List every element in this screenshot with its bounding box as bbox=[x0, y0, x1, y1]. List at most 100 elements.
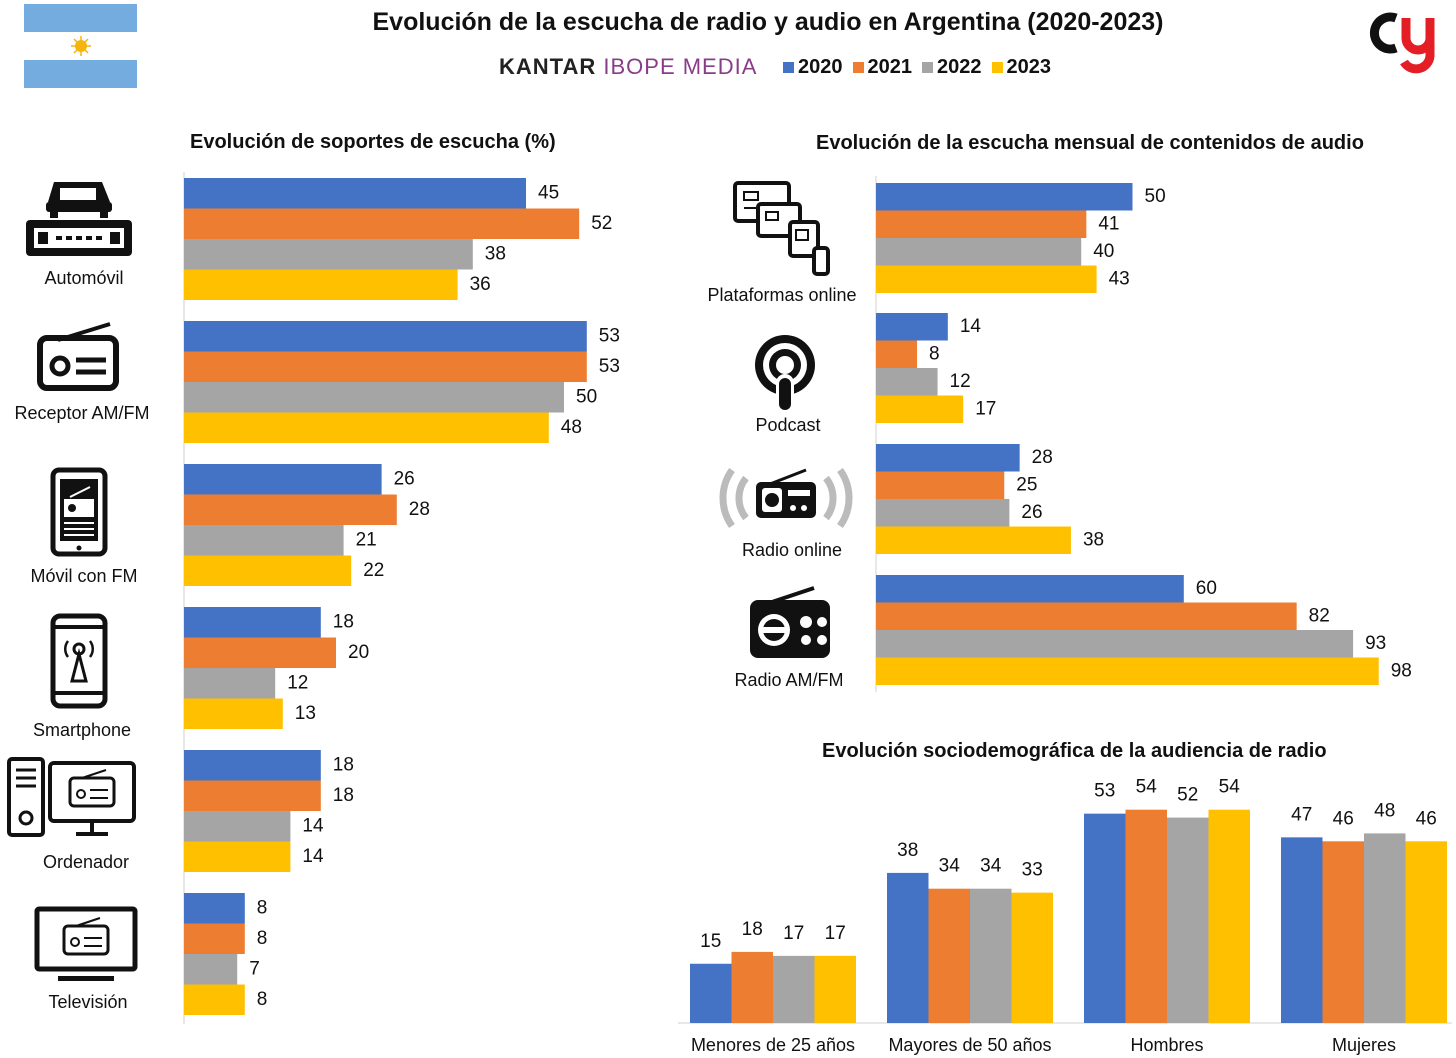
data-label: 93 bbox=[1365, 633, 1386, 654]
data-label: 53 bbox=[599, 325, 620, 346]
data-label: 26 bbox=[394, 468, 415, 489]
bar bbox=[876, 238, 1082, 266]
bar bbox=[184, 321, 587, 352]
data-label: 7 bbox=[249, 958, 260, 979]
data-label: 54 bbox=[1219, 777, 1241, 798]
bar bbox=[1011, 892, 1053, 1023]
computer-radio-icon bbox=[7, 757, 136, 837]
bar bbox=[184, 525, 344, 556]
bar bbox=[184, 269, 458, 300]
bar bbox=[184, 954, 238, 985]
data-label: 43 bbox=[1109, 268, 1130, 289]
data-label: 28 bbox=[1032, 447, 1053, 468]
bar bbox=[184, 178, 526, 209]
bar bbox=[876, 368, 938, 396]
category-label-radio-online: Radio online bbox=[741, 540, 843, 560]
legend-item-2023: 2023 bbox=[991, 56, 1051, 79]
data-label: 52 bbox=[1177, 785, 1198, 806]
bar bbox=[928, 888, 970, 1023]
legend-label: 2022 bbox=[937, 56, 982, 78]
bar bbox=[876, 395, 964, 423]
car-radio-icon bbox=[26, 182, 132, 256]
bar bbox=[814, 955, 856, 1023]
data-label: 46 bbox=[1416, 808, 1437, 829]
kantar-ibope-brand: KANTAR IBOPE MEDIA bbox=[499, 54, 757, 80]
radio-amfm-icon bbox=[750, 586, 830, 658]
data-label: 22 bbox=[363, 560, 384, 581]
data-label: 15 bbox=[700, 931, 721, 952]
bar bbox=[970, 888, 1012, 1023]
data-label: 34 bbox=[980, 856, 1002, 877]
bar bbox=[184, 637, 336, 668]
bar bbox=[876, 265, 1097, 293]
data-label: 20 bbox=[348, 642, 369, 663]
bar bbox=[184, 239, 473, 270]
chart1-title: Evolución de soportes de escucha (%) bbox=[190, 131, 556, 153]
legend-item-2022: 2022 bbox=[922, 56, 982, 79]
data-label: 12 bbox=[950, 371, 971, 392]
data-label: 38 bbox=[1083, 529, 1104, 550]
data-label: 34 bbox=[939, 856, 961, 877]
bar bbox=[1125, 809, 1167, 1023]
bar bbox=[876, 340, 918, 368]
podcast-icon bbox=[755, 335, 815, 410]
bar bbox=[184, 464, 382, 495]
category-label-ordenador: Ordenador bbox=[42, 852, 130, 872]
bar bbox=[876, 444, 1020, 472]
bar bbox=[876, 526, 1071, 554]
category-label-movil: Móvil con FM bbox=[30, 566, 138, 586]
tick-label: Mayores de 50 años bbox=[888, 1035, 1051, 1055]
data-label: 17 bbox=[783, 923, 804, 944]
legend-swatch bbox=[991, 62, 1003, 73]
bar bbox=[876, 602, 1297, 630]
legend: 2020 2021 2022 2023 bbox=[783, 56, 1051, 79]
bar bbox=[876, 313, 948, 341]
bar bbox=[184, 607, 321, 638]
page-title: Evolución de la escucha de radio y audio… bbox=[372, 8, 1164, 36]
smartphone-antenna-icon bbox=[50, 613, 108, 709]
bar bbox=[876, 630, 1354, 658]
bar bbox=[876, 210, 1087, 238]
bar bbox=[1281, 837, 1323, 1023]
data-label: 53 bbox=[1094, 781, 1115, 802]
data-label: 41 bbox=[1098, 213, 1119, 234]
data-label: 25 bbox=[1016, 474, 1037, 495]
bar bbox=[876, 499, 1010, 527]
data-label: 50 bbox=[1145, 186, 1166, 207]
data-label: 98 bbox=[1391, 660, 1412, 681]
bar bbox=[184, 984, 245, 1015]
tick-label: Hombres bbox=[1130, 1035, 1203, 1055]
brand-ibope: IBOPE MEDIA bbox=[603, 54, 758, 79]
category-label-podcast: Podcast bbox=[755, 415, 821, 435]
bar bbox=[876, 657, 1379, 685]
data-label: 13 bbox=[295, 703, 316, 724]
bar bbox=[184, 841, 291, 872]
data-label: 52 bbox=[591, 213, 612, 234]
bar bbox=[773, 955, 815, 1023]
data-label: 18 bbox=[742, 919, 763, 940]
data-label: 82 bbox=[1309, 605, 1330, 626]
chart2-title: Evolución de la escucha mensual de conte… bbox=[816, 132, 1364, 154]
data-label: 8 bbox=[257, 928, 268, 949]
category-label-radio-amfm: Radio AM/FM bbox=[734, 670, 844, 690]
data-label: 54 bbox=[1136, 777, 1158, 798]
bar bbox=[184, 382, 564, 413]
bar bbox=[1167, 817, 1209, 1023]
bar bbox=[876, 575, 1184, 603]
data-label: 50 bbox=[576, 386, 597, 407]
bar bbox=[1405, 841, 1447, 1023]
data-label: 38 bbox=[485, 243, 506, 264]
bar bbox=[184, 494, 397, 525]
tv-radio-icon bbox=[34, 906, 138, 981]
category-label-automovil: Automóvil bbox=[44, 268, 124, 288]
data-label: 21 bbox=[356, 529, 377, 550]
data-label: 48 bbox=[1374, 800, 1395, 821]
tick-label: Menores de 25 años bbox=[691, 1035, 855, 1055]
online-devices-icon bbox=[733, 181, 830, 276]
data-label: 40 bbox=[1093, 241, 1114, 262]
data-label: 14 bbox=[302, 846, 324, 867]
bar bbox=[1322, 841, 1364, 1023]
bar bbox=[731, 951, 773, 1023]
bar bbox=[184, 351, 587, 382]
